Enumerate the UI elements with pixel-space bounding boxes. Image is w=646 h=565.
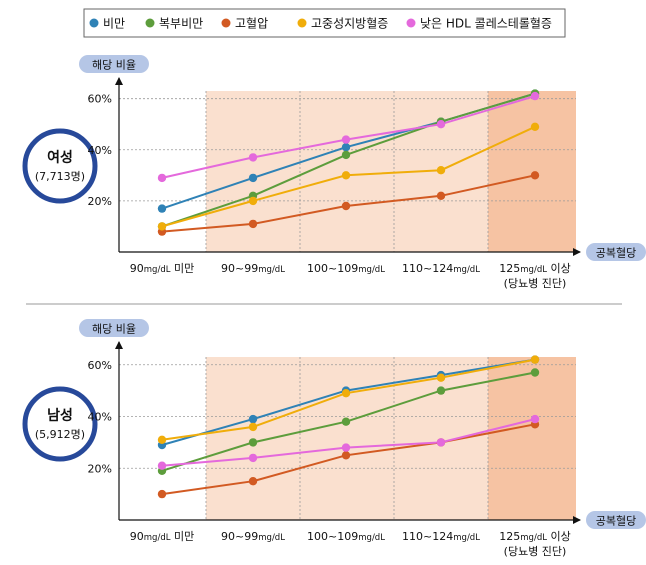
data-point-women-0-0	[157, 204, 167, 213]
data-point-women-2-1	[248, 219, 258, 229]
x-axis-title-women: 공복혈당	[596, 246, 636, 260]
legend-marker	[406, 18, 416, 28]
chart-panel-women: 여성 (7,713명) 해당 비율 공복혈당 20% 40% 60% 90mg/dL…	[22, 55, 646, 290]
x-tick-label: 100~109mg/dL	[307, 530, 385, 543]
x-tick-label: 100~109mg/dL	[307, 262, 385, 275]
x-tick-label: 110~124mg/dL	[402, 530, 480, 543]
group-count-women: (7,713명)	[35, 170, 85, 183]
x-tick-label: 110~124mg/dL	[402, 262, 480, 275]
group-badge-men	[22, 386, 98, 462]
group-label-women: 여성	[47, 149, 73, 166]
data-point-women-1-2	[341, 150, 351, 160]
chart-panel-men: 남성 (5,912명) 해당 비율 공복혈당 20% 40% 60% 90mg/dL…	[22, 319, 646, 558]
group-label-men: 남성	[47, 407, 73, 424]
x-tick-label: 90mg/dL 미만	[130, 262, 194, 275]
data-point-men-3-3	[436, 373, 446, 382]
y-tick-label: 20%	[88, 462, 112, 475]
data-point-men-4-0	[157, 461, 167, 470]
x-axis-title-pill-women	[586, 243, 646, 261]
y-tick-label: 60%	[88, 93, 112, 106]
y-tick-label: 40%	[88, 144, 112, 157]
data-point-women-0-2	[341, 143, 351, 152]
legend: 비만 복부비만 고혈압 고중성지방혈증 낮은 HDL 콜레스테롤혈증	[89, 17, 552, 31]
data-point-women-4-4	[530, 91, 540, 101]
y-axis-title-pill-women	[79, 55, 149, 73]
legend-label: 비만	[103, 17, 125, 31]
x-tick-label: 90mg/dL 미만	[130, 530, 194, 543]
data-point-men-3-0	[157, 435, 167, 444]
y-tick-label: 40%	[88, 411, 112, 424]
data-point-women-4-3	[436, 120, 446, 129]
data-point-women-2-3	[436, 191, 446, 200]
data-point-women-2-4	[530, 171, 540, 180]
x-tick-label: 125mg/dL 이상	[499, 262, 570, 275]
data-point-women-2-2	[341, 201, 351, 211]
legend-item: 복부비만	[145, 17, 203, 31]
data-point-men-4-3	[436, 438, 446, 447]
legend-marker	[145, 18, 155, 28]
data-point-men-1-1	[248, 438, 258, 447]
legend-marker	[221, 18, 231, 28]
data-point-men-4-4	[530, 414, 540, 424]
x-axis-title-men: 공복혈당	[596, 514, 636, 528]
shaded-region-diabetes	[488, 357, 576, 520]
y-tick-label: 20%	[88, 195, 112, 208]
legend-item: 낮은 HDL 콜레스테롤혈증	[406, 17, 552, 31]
data-point-women-3-3	[436, 166, 446, 175]
data-point-women-3-2	[341, 171, 351, 180]
legend-label: 낮은 HDL 콜레스테롤혈증	[420, 17, 552, 31]
legend-marker	[297, 18, 307, 28]
legend-label: 고중성지방혈증	[311, 17, 388, 31]
legend-item: 고중성지방혈증	[297, 17, 388, 31]
data-point-men-2-1	[248, 477, 258, 486]
legend-label: 복부비만	[159, 17, 203, 31]
legend-box	[83, 8, 566, 38]
data-point-women-4-1	[248, 153, 258, 162]
y-axis-title-women: 해당 비율	[92, 58, 136, 72]
data-point-women-0-1	[248, 173, 258, 183]
data-point-women-3-0	[157, 222, 167, 231]
data-point-men-3-1	[248, 422, 258, 432]
x-tick-label: 90~99mg/dL	[221, 262, 285, 275]
data-point-men-4-2	[341, 443, 351, 452]
data-point-men-2-2	[341, 451, 351, 460]
x-tick-label-note: (당뇨병 진단)	[504, 545, 567, 558]
y-axis-title-men: 해당 비율	[92, 322, 136, 336]
legend-marker	[89, 18, 99, 28]
x-tick-label: 125mg/dL 이상	[499, 530, 570, 543]
legend-item: 비만	[89, 17, 125, 31]
y-tick-label: 60%	[88, 359, 112, 372]
group-count-men: (5,912명)	[35, 428, 85, 441]
data-point-men-1-4	[530, 368, 540, 377]
data-point-men-2-0	[157, 489, 167, 499]
data-point-women-3-4	[530, 122, 540, 131]
data-point-men-0-1	[248, 414, 258, 424]
x-tick-label-note: (당뇨병 진단)	[504, 277, 567, 290]
data-point-men-3-2	[341, 389, 351, 398]
x-axis-title-pill-men	[586, 511, 646, 529]
group-badge-women	[22, 128, 98, 204]
shaded-region-diabetes	[488, 91, 576, 252]
data-point-women-4-2	[341, 135, 351, 144]
data-point-men-3-4	[530, 355, 540, 364]
data-point-men-1-2	[341, 417, 351, 426]
x-tick-label: 90~99mg/dL	[221, 530, 285, 543]
y-axis-title-pill-men	[79, 319, 149, 337]
data-point-men-1-3	[436, 386, 446, 395]
data-point-women-4-0	[157, 173, 167, 183]
legend-label: 고혈압	[235, 17, 268, 31]
legend-item: 고혈압	[221, 17, 268, 31]
shaded-region-prediabetes	[206, 357, 488, 520]
data-point-men-4-1	[248, 453, 258, 463]
data-point-women-3-1	[248, 196, 258, 206]
